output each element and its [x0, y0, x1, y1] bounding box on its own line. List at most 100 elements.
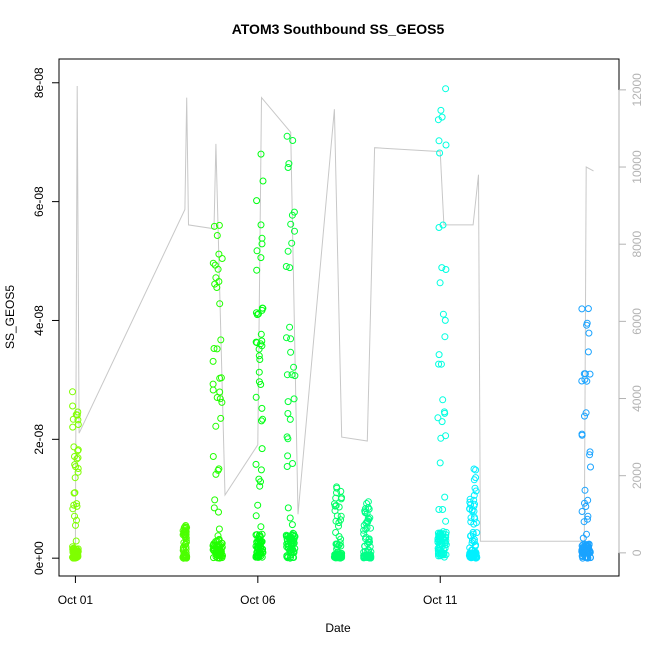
- data-point: [441, 493, 449, 501]
- data-point: [215, 508, 222, 516]
- data-point: [434, 538, 442, 546]
- data-point: [333, 489, 340, 497]
- data-point: [584, 348, 592, 356]
- y2-tick-label: 10000: [630, 150, 644, 184]
- data-point: [365, 554, 373, 561]
- data-point: [71, 474, 79, 482]
- data-point: [258, 545, 266, 553]
- data-point: [209, 453, 217, 460]
- data-point: [284, 504, 292, 512]
- data-point: [284, 398, 292, 406]
- data-point: [287, 348, 295, 356]
- data-point: [215, 250, 223, 258]
- data-point: [286, 547, 294, 554]
- data-point: [256, 356, 264, 363]
- data-point: [291, 227, 298, 235]
- data-point: [252, 460, 260, 468]
- data-point: [253, 339, 261, 347]
- data-point: [257, 221, 265, 229]
- data-point: [216, 395, 224, 403]
- data-point: [71, 453, 78, 460]
- x-tick-label: Oct 01: [58, 593, 94, 607]
- data-point: [210, 504, 218, 512]
- data-point: [438, 264, 446, 272]
- data-point: [581, 499, 588, 507]
- data-point: [365, 505, 373, 513]
- data-point: [213, 232, 221, 239]
- data-point: [284, 410, 292, 417]
- data-point: [583, 377, 591, 385]
- data-point: [585, 329, 593, 337]
- data-point: [214, 466, 222, 474]
- data-point: [255, 368, 263, 376]
- data-point: [287, 335, 295, 343]
- data-point: [213, 284, 221, 291]
- data-point: [470, 502, 478, 510]
- data-point: [290, 208, 298, 216]
- data-point: [258, 538, 266, 546]
- y-tick-label: 0e+00: [32, 541, 46, 575]
- data-point: [209, 259, 217, 267]
- data-point: [442, 517, 450, 525]
- data-point: [442, 141, 450, 149]
- data-point: [253, 197, 261, 205]
- data-point: [284, 164, 292, 171]
- x-axis-label: Date: [325, 621, 351, 635]
- data-point: [586, 448, 594, 456]
- data-point: [258, 445, 266, 453]
- data-point: [442, 266, 450, 273]
- data-point: [332, 529, 340, 536]
- data-point: [257, 330, 265, 338]
- data-point: [255, 310, 262, 318]
- data-point: [211, 280, 219, 288]
- data-point: [252, 512, 260, 520]
- data-point: [584, 305, 592, 313]
- data-point: [438, 113, 446, 121]
- data-point: [213, 345, 221, 353]
- data-point: [258, 234, 266, 242]
- data-point: [470, 550, 478, 558]
- data-point: [437, 549, 445, 557]
- data-point: [441, 409, 449, 417]
- data-point: [257, 478, 264, 486]
- y2-tick-label: 4000: [630, 385, 644, 412]
- data-point: [289, 460, 296, 467]
- data-point: [439, 506, 447, 513]
- data-point: [70, 489, 78, 497]
- data-point: [585, 540, 593, 548]
- data-point: [435, 360, 443, 368]
- data-point: [440, 550, 448, 558]
- y-tick-label: 8e-08: [32, 67, 46, 98]
- data-point: [578, 430, 586, 438]
- data-point: [257, 150, 265, 158]
- data-point: [74, 454, 82, 462]
- data-point: [74, 468, 82, 476]
- data-point: [74, 421, 82, 428]
- data-point: [584, 554, 592, 562]
- data-point: [466, 498, 474, 506]
- data-point: [578, 508, 586, 515]
- data-point: [217, 414, 225, 422]
- data-point: [286, 264, 294, 272]
- data-point: [215, 525, 223, 533]
- data-point: [216, 300, 224, 308]
- data-point: [288, 239, 296, 247]
- y2-tick-label: 6000: [630, 308, 644, 335]
- data-point: [252, 393, 260, 401]
- data-point: [332, 502, 340, 509]
- x-tick-label: Oct 11: [423, 593, 458, 607]
- data-point: [283, 371, 291, 379]
- data-point: [252, 338, 260, 346]
- data-point: [258, 417, 265, 425]
- data-point: [337, 512, 345, 520]
- data-point: [436, 532, 444, 540]
- data-point: [467, 532, 474, 540]
- data-point: [436, 534, 444, 542]
- data-point: [212, 470, 220, 478]
- y-tick-label: 4e-08: [32, 305, 46, 336]
- data-point: [256, 482, 264, 490]
- data-point: [587, 463, 594, 471]
- data-point: [74, 465, 82, 472]
- data-point: [257, 254, 265, 262]
- data-point: [362, 525, 370, 533]
